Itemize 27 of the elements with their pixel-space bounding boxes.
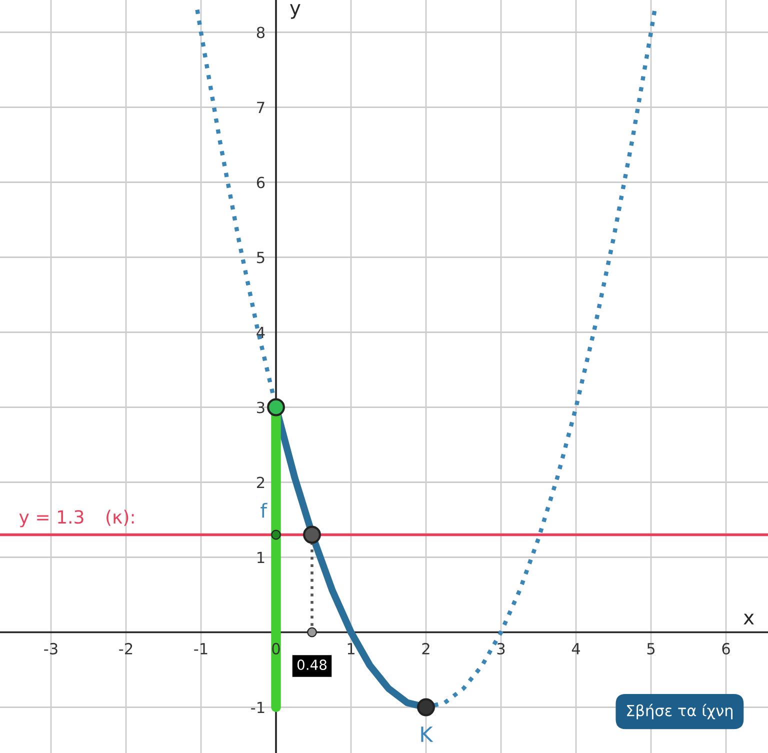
y-tick-label: 7 — [257, 102, 264, 114]
annotation: (κ): — [106, 510, 134, 526]
x-tick-label: 0 — [272, 642, 280, 654]
x-axis-title: x — [744, 614, 754, 624]
y-axis-title: y — [290, 4, 300, 19]
annotation: 0.48 — [297, 660, 327, 670]
y-tick-label: 4 — [256, 326, 265, 338]
y-tick-label: 3 — [257, 402, 264, 414]
ref-line-label: y = 1.3 — [19, 510, 84, 528]
x-tick-label: 2 — [422, 642, 430, 654]
x-tick-label: 5 — [647, 643, 655, 654]
y-tick-label: 5 — [257, 252, 264, 264]
x-tick-label: -3 — [44, 642, 58, 654]
y-tick-label: 2 — [256, 476, 264, 488]
y-tick-label: -1 — [251, 702, 264, 714]
annotation: K — [421, 726, 434, 742]
annotation: Σβήσε τα ίχνη — [627, 704, 732, 720]
x-tick-label: -1 — [194, 643, 208, 654]
y-tick-label: 1 — [258, 552, 264, 564]
x-tick-label: 1 — [348, 643, 354, 654]
x-tick-label: 3 — [497, 642, 505, 654]
y-tick-label: 6 — [256, 176, 265, 188]
annotation: f — [260, 502, 268, 518]
x-tick-label: 6 — [722, 642, 730, 654]
y-tick-label: 8 — [256, 26, 265, 38]
x-tick-label: -2 — [119, 642, 132, 654]
x-tick-label: 4 — [572, 643, 580, 654]
